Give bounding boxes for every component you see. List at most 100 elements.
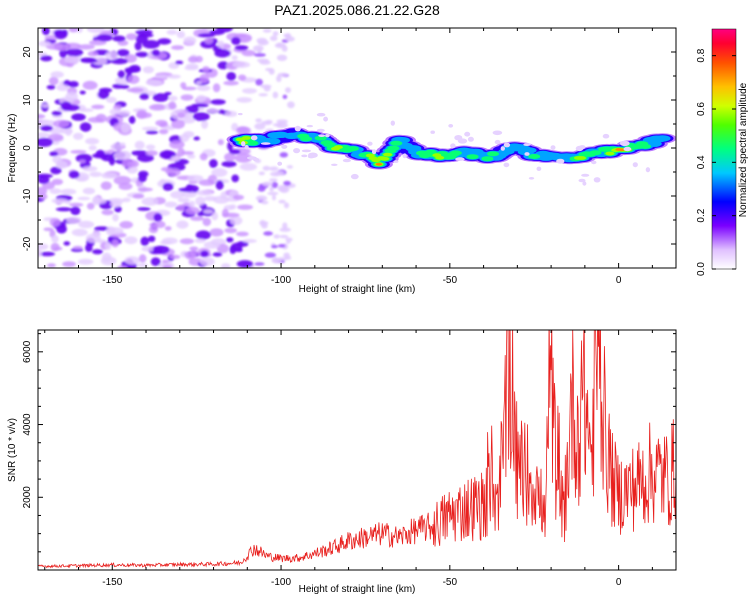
noise-blob <box>204 195 218 202</box>
noise-blob <box>92 195 101 206</box>
noise-blob <box>40 125 53 132</box>
noise-blob <box>92 249 103 255</box>
ridge-side-blob <box>293 148 301 154</box>
noise-blob <box>171 119 185 129</box>
noise-blob <box>204 37 214 45</box>
heatmap-y-axis-label: Frequency (Hz) <box>7 114 18 183</box>
noise-blob <box>199 153 208 161</box>
noise-blob <box>226 71 237 81</box>
noise-blob <box>176 204 185 212</box>
noise-blob <box>231 174 239 183</box>
noise-blob <box>282 94 288 100</box>
noise-blob <box>167 74 181 79</box>
noise-blob <box>253 53 266 57</box>
ridge-side-blob <box>623 146 632 152</box>
ridge-contour <box>618 148 625 152</box>
noise-blob <box>233 33 247 38</box>
noise-blob <box>215 180 224 190</box>
noise-blob <box>148 225 159 234</box>
noise-blob <box>145 144 156 150</box>
x-tick-label: -100 <box>271 275 291 286</box>
ridge-side-blob <box>390 120 395 126</box>
noise-blob <box>71 228 88 237</box>
noise-blob <box>136 109 148 119</box>
noise-blob <box>49 151 59 157</box>
snr-y-ticks: 2000 4000 6000 <box>22 333 676 553</box>
noise-blob <box>201 119 209 129</box>
ridge-contour <box>383 152 393 157</box>
ridge-contour <box>333 145 343 150</box>
ridge-side-blob <box>244 145 249 150</box>
noise-blob <box>224 152 236 162</box>
noise-blob <box>220 191 227 200</box>
noise-blob <box>43 227 54 232</box>
noise-blob <box>138 174 147 183</box>
noise-blob <box>197 33 216 38</box>
noise-blob <box>132 193 145 199</box>
y-tick-label: 6000 <box>22 340 33 363</box>
noise-blob <box>285 237 293 242</box>
colorbar-ticks: 0.0 0.2 0.4 0.6 0.8 <box>696 48 736 276</box>
noise-blob <box>95 149 106 159</box>
noise-blob <box>148 235 156 242</box>
noise-blob <box>82 166 98 172</box>
ridge-side-blob <box>550 145 556 151</box>
noise-blob <box>127 75 140 84</box>
snr-x-axis-label: Height of straight line (km) <box>299 584 416 595</box>
noise-blob <box>88 145 97 151</box>
noise-blob <box>236 231 249 237</box>
noise-blob <box>86 28 105 34</box>
noise-blob <box>40 55 53 62</box>
noise-blob <box>269 186 274 192</box>
noise-blob <box>38 137 53 147</box>
noise-blob <box>222 212 240 218</box>
y-tick-label: -10 <box>22 188 33 203</box>
noise-blob <box>106 96 117 103</box>
noise-blob <box>91 104 105 110</box>
ridge-side-blob <box>536 166 542 171</box>
noise-blob <box>283 180 291 186</box>
noise-blob <box>139 93 150 100</box>
noise-blob <box>69 202 84 207</box>
noise-blob <box>194 238 206 243</box>
noise-blob <box>269 35 278 41</box>
noise-blob <box>271 257 282 264</box>
noise-blob <box>279 234 289 239</box>
noise-blob <box>139 254 147 263</box>
noise-blob <box>91 232 101 237</box>
colorbar-tick-label: 0.0 <box>696 262 707 276</box>
ridge-side-blob <box>645 167 651 173</box>
noise-blob <box>224 110 238 117</box>
noise-blob <box>214 49 231 58</box>
noise-blob <box>209 159 218 168</box>
noise-blob <box>56 84 69 92</box>
ridge-contour <box>380 156 390 161</box>
noise-blob <box>97 89 110 99</box>
noise-blob <box>187 154 196 159</box>
noise-blob <box>162 182 174 191</box>
ridge-side-blob <box>430 130 436 134</box>
ridge-side-blob <box>448 124 454 128</box>
noise-blob <box>65 42 81 50</box>
snr-y-axis-label: SNR (10 * v/v) <box>7 418 18 482</box>
ridge-contour <box>387 145 400 151</box>
colorbar-tick-label: 0.8 <box>696 48 707 62</box>
noise-blob <box>224 227 237 234</box>
noise-blob <box>276 75 282 83</box>
noise-blob <box>77 44 95 50</box>
noise-blob <box>70 150 87 154</box>
noise-blob <box>187 56 199 63</box>
colorbar-tick-label: 0.6 <box>696 102 707 116</box>
noise-blob <box>183 131 195 138</box>
noise-blob <box>54 29 68 40</box>
noise-blob <box>254 262 265 266</box>
ridge-side-blob <box>454 135 463 141</box>
noise-blob <box>125 33 138 41</box>
noise-blob <box>46 85 56 90</box>
noise-blob <box>127 160 136 168</box>
noise-blob <box>89 171 102 177</box>
ridge-side-blob <box>455 157 465 161</box>
noise-blob <box>77 196 91 201</box>
noise-blob <box>238 74 247 81</box>
